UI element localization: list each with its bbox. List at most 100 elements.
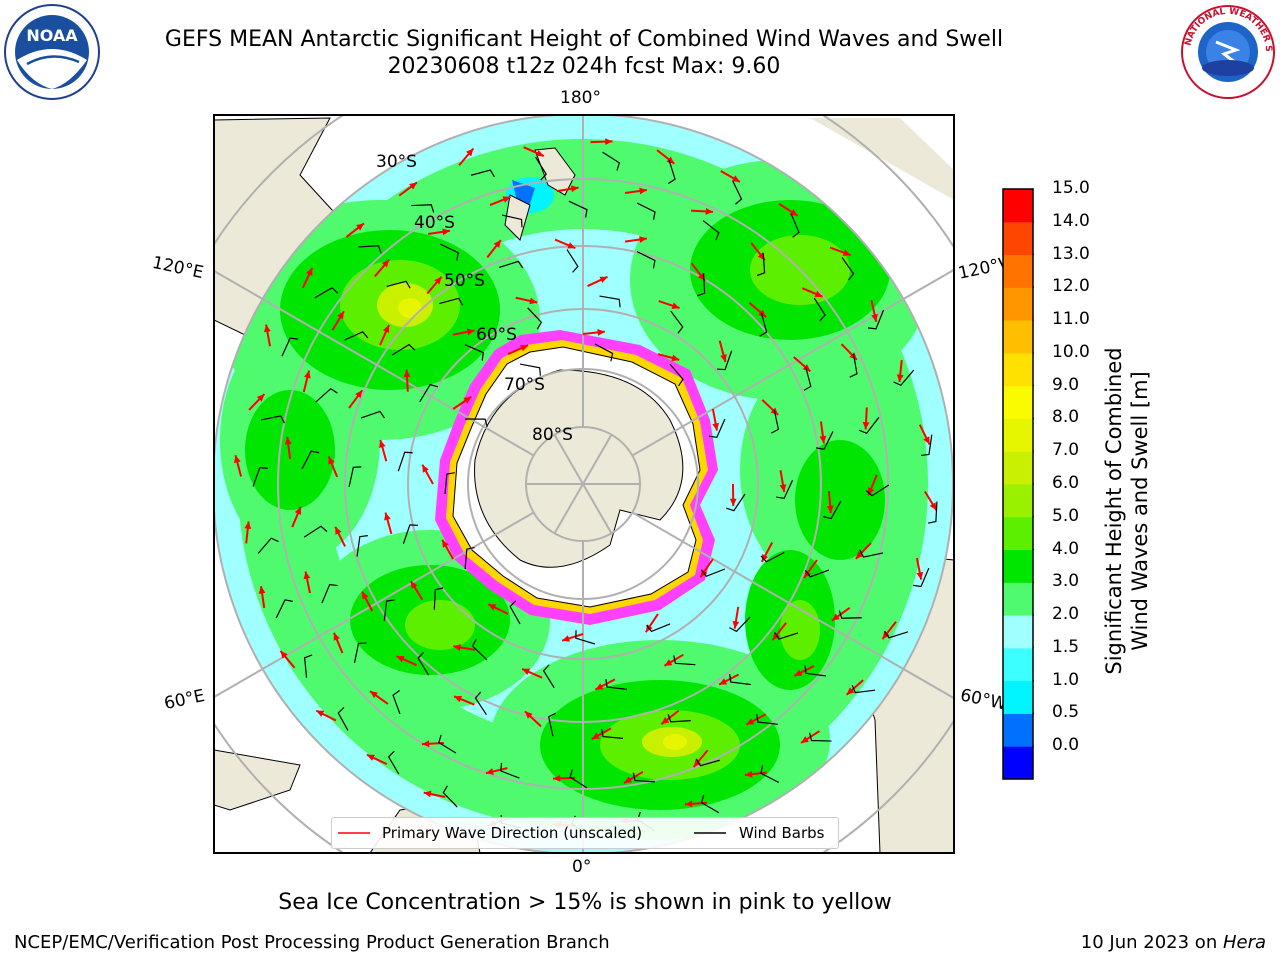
wind-barb	[729, 674, 751, 686]
colorbar-tick-label: 12.0	[1052, 276, 1090, 297]
wave-arrow-head	[382, 325, 390, 334]
wave-arrow-head	[693, 759, 701, 768]
wave-arrow-head	[335, 526, 342, 535]
wind-barb	[776, 479, 794, 500]
wind-barb	[392, 690, 401, 715]
wave-arrow-head	[502, 196, 511, 203]
wind-barb	[304, 654, 313, 678]
colorbar-label-line1: Significant Height of Combined	[1102, 347, 1126, 675]
wave-arrow-head	[849, 352, 857, 360]
wind-barb	[438, 734, 457, 754]
colorbar-cell	[1003, 287, 1033, 321]
colorbar-cell	[1003, 221, 1033, 256]
wind-barb	[464, 546, 475, 570]
wind-barb	[859, 417, 880, 434]
wind-barb	[500, 762, 520, 779]
wave-arrow-head	[720, 354, 727, 363]
wind-barb	[851, 685, 876, 694]
wave-arrow-head	[855, 551, 864, 559]
colorbar-label: Significant Height of Combined Wind Wave…	[1101, 251, 1153, 771]
wind-barb	[465, 418, 488, 428]
wind-barb	[542, 664, 555, 689]
meridian-line	[214, 269, 535, 457]
wave-arrow-head	[744, 770, 753, 778]
wave-arrow-head	[664, 659, 673, 666]
wind-barb	[717, 350, 733, 371]
wave-arrow-head	[306, 267, 313, 276]
wave-arrow-head	[410, 580, 418, 589]
wave-arrow-head	[746, 718, 755, 725]
wind-barb	[411, 204, 435, 213]
wave-arrow-head	[454, 695, 463, 703]
wave-arrow-head	[732, 620, 740, 629]
wind-barb	[575, 630, 596, 645]
wave-arrow-head	[421, 740, 430, 748]
lon-label-180: 180°	[560, 88, 601, 108]
wind-barb	[760, 551, 785, 563]
wind-barb	[726, 493, 746, 512]
colorbar-cell	[1003, 418, 1033, 452]
footer-credit: NCEP/EMC/Verification Post Processing Pr…	[14, 932, 610, 953]
wind-barb	[519, 363, 541, 376]
wind-barb	[439, 297, 464, 306]
wind-barb	[756, 252, 766, 277]
meridian-line	[553, 483, 584, 534]
wave-arrow-head	[929, 502, 937, 511]
colorbar-cell	[1003, 385, 1033, 419]
colorbar-tick-label: 1.5	[1052, 636, 1080, 657]
wind-barb	[700, 568, 726, 578]
wind-barb	[501, 214, 523, 228]
meridian-line	[582, 483, 613, 534]
wind-barb	[535, 156, 547, 181]
wave-arrow-head	[814, 290, 823, 298]
colorbar-cell	[1003, 746, 1033, 780]
wind-barb	[700, 794, 720, 814]
footer-host: Hera	[1222, 932, 1266, 953]
wave-arrow-head	[403, 369, 411, 378]
wave-arrow-head	[871, 313, 878, 322]
wave-legend-swatch	[338, 832, 370, 834]
wind-barb	[509, 600, 521, 625]
colorbar-tick-label: 7.0	[1052, 440, 1080, 461]
wave-arrow-head	[234, 455, 241, 464]
wave-arrow-head	[453, 644, 461, 651]
wave-arrow-head	[639, 236, 647, 243]
wave-arrow-head	[422, 464, 429, 473]
colorbar-cell	[1003, 713, 1033, 747]
wind-barb	[442, 785, 458, 808]
wind-barb	[759, 312, 768, 337]
meridian-line	[631, 268, 954, 457]
wave-arrow-head	[595, 683, 604, 690]
wind-barb	[756, 714, 778, 725]
wind-barb	[315, 387, 338, 403]
noaa-logo-text: NOAA	[26, 26, 78, 45]
colorbar-cell	[1003, 320, 1033, 354]
wave-arrow-head	[826, 505, 834, 513]
wind-barb	[732, 180, 743, 205]
wind-barb	[314, 286, 339, 299]
wave-arrow-head	[522, 668, 531, 675]
colorbar-tick-label: 1.0	[1052, 669, 1080, 690]
colorbar-tick-label: 5.0	[1052, 505, 1080, 526]
wave-arrow-head	[529, 297, 538, 305]
wave-arrow-head	[524, 711, 533, 719]
chart-subtitle: 20230608 t12z 024h fcst Max: 9.60	[387, 54, 781, 79]
wind-barb	[566, 249, 579, 273]
wind-barb	[344, 331, 369, 341]
wind-barb	[602, 151, 621, 171]
wind-barb	[301, 450, 320, 470]
wave-arrow-head	[772, 632, 780, 641]
lat-label-80s: 80°S	[532, 425, 573, 445]
wave-arrow-head	[882, 631, 890, 640]
wind-barb	[433, 587, 444, 610]
wind-barb	[252, 467, 268, 487]
wind-barb	[702, 220, 720, 241]
colorbar-tick-label: 14.0	[1052, 210, 1090, 231]
wave-arrow-head	[466, 328, 475, 336]
wave-arrow-head	[605, 138, 613, 146]
wind-barb	[275, 599, 293, 619]
wind-barb	[803, 366, 812, 391]
wave-arrow-head	[442, 539, 449, 548]
wave-arrow-head	[719, 678, 728, 685]
wave-arrow-head	[705, 208, 714, 215]
